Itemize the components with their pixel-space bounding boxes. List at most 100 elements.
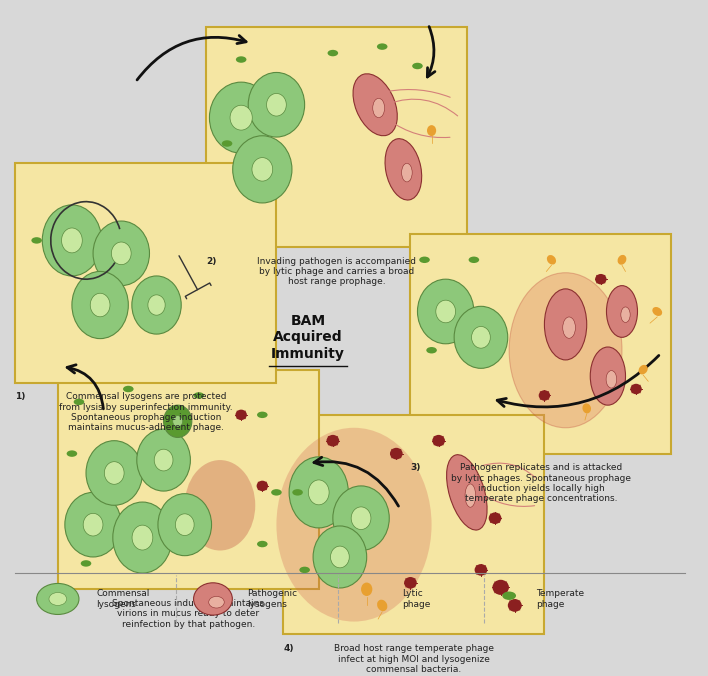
Text: Temperate
phage: Temperate phage — [536, 589, 584, 608]
Ellipse shape — [630, 384, 641, 394]
Ellipse shape — [222, 141, 232, 147]
Ellipse shape — [137, 429, 190, 491]
Ellipse shape — [390, 448, 403, 460]
Text: Lytic
phage: Lytic phage — [402, 589, 430, 608]
Ellipse shape — [257, 541, 268, 548]
Ellipse shape — [81, 560, 91, 566]
Ellipse shape — [257, 412, 268, 418]
Ellipse shape — [418, 279, 474, 344]
FancyBboxPatch shape — [283, 415, 544, 635]
Ellipse shape — [93, 221, 149, 286]
Text: Pathogen replicates and is attacked
by lytic phages. Spontaneous prophage
induct: Pathogen replicates and is attacked by l… — [451, 463, 631, 504]
Ellipse shape — [185, 460, 256, 550]
Ellipse shape — [489, 512, 501, 524]
Ellipse shape — [72, 272, 128, 339]
Ellipse shape — [385, 139, 422, 200]
Ellipse shape — [67, 450, 77, 457]
Ellipse shape — [289, 457, 348, 528]
Ellipse shape — [351, 507, 371, 529]
Ellipse shape — [652, 307, 662, 316]
Ellipse shape — [404, 577, 417, 589]
Ellipse shape — [74, 399, 84, 405]
Ellipse shape — [37, 583, 79, 614]
Ellipse shape — [333, 486, 389, 550]
Ellipse shape — [210, 82, 273, 153]
Ellipse shape — [276, 428, 432, 621]
Ellipse shape — [31, 237, 42, 243]
Ellipse shape — [249, 72, 304, 137]
Ellipse shape — [123, 386, 134, 392]
Ellipse shape — [132, 276, 181, 334]
Ellipse shape — [331, 546, 349, 568]
Ellipse shape — [547, 255, 556, 264]
Ellipse shape — [493, 580, 509, 595]
Text: BAM
Acquired
Immunity: BAM Acquired Immunity — [271, 314, 345, 360]
Ellipse shape — [595, 274, 607, 285]
Ellipse shape — [62, 228, 82, 253]
Ellipse shape — [353, 74, 397, 136]
Ellipse shape — [65, 492, 121, 557]
Ellipse shape — [502, 592, 516, 600]
Ellipse shape — [617, 255, 627, 265]
Text: 1): 1) — [16, 392, 26, 402]
Ellipse shape — [113, 502, 172, 573]
Ellipse shape — [539, 390, 550, 401]
Ellipse shape — [154, 450, 173, 471]
Ellipse shape — [256, 481, 268, 491]
Ellipse shape — [148, 295, 165, 315]
Ellipse shape — [158, 493, 212, 556]
FancyBboxPatch shape — [411, 234, 671, 454]
Ellipse shape — [271, 489, 282, 496]
Ellipse shape — [252, 158, 273, 181]
Ellipse shape — [236, 410, 247, 420]
Ellipse shape — [86, 441, 142, 505]
Text: Broad host range temperate phage
infect at high MOI and lysogenize
commensal bac: Broad host range temperate phage infect … — [334, 644, 494, 674]
Ellipse shape — [433, 435, 445, 447]
Ellipse shape — [639, 365, 648, 375]
Ellipse shape — [590, 347, 625, 405]
Text: 3): 3) — [411, 463, 421, 473]
Ellipse shape — [563, 317, 576, 338]
Ellipse shape — [236, 56, 246, 63]
Text: Spontaneous induction maintains
virions in mucus ready to deter
reinfection by t: Spontaneous induction maintains virions … — [113, 599, 264, 629]
Ellipse shape — [447, 455, 487, 530]
Ellipse shape — [299, 566, 310, 573]
Ellipse shape — [472, 327, 491, 348]
Ellipse shape — [90, 293, 110, 317]
Ellipse shape — [173, 416, 183, 427]
Ellipse shape — [508, 599, 522, 612]
Ellipse shape — [193, 392, 204, 399]
Ellipse shape — [111, 242, 131, 264]
Ellipse shape — [377, 600, 387, 611]
Ellipse shape — [401, 164, 412, 182]
Text: 5): 5) — [58, 599, 68, 608]
Ellipse shape — [377, 43, 387, 50]
Text: Commensal
lysogens: Commensal lysogens — [96, 589, 150, 608]
FancyBboxPatch shape — [58, 370, 319, 589]
Ellipse shape — [607, 286, 637, 337]
Text: Invading pathogen is accompanied
by lytic phage and carries a broad
host range p: Invading pathogen is accompanied by lyti… — [257, 257, 416, 287]
Text: 2): 2) — [206, 257, 216, 266]
Ellipse shape — [372, 98, 384, 118]
Ellipse shape — [606, 370, 617, 388]
Ellipse shape — [132, 525, 153, 550]
Text: Commensal lysogens are protected
from lysis by superinfection immunity.
Spontane: Commensal lysogens are protected from ly… — [59, 392, 233, 433]
Ellipse shape — [621, 307, 630, 322]
Ellipse shape — [292, 489, 303, 496]
Ellipse shape — [465, 484, 476, 507]
Ellipse shape — [544, 289, 587, 360]
Ellipse shape — [164, 405, 192, 437]
Ellipse shape — [230, 105, 252, 130]
Ellipse shape — [427, 125, 436, 136]
FancyBboxPatch shape — [16, 163, 276, 383]
Ellipse shape — [84, 513, 103, 536]
Ellipse shape — [176, 514, 194, 535]
Ellipse shape — [583, 404, 591, 414]
Ellipse shape — [419, 257, 430, 263]
Ellipse shape — [436, 300, 455, 322]
Ellipse shape — [469, 257, 479, 263]
Ellipse shape — [326, 435, 339, 447]
Ellipse shape — [209, 596, 224, 608]
Text: 4): 4) — [283, 644, 294, 653]
Ellipse shape — [328, 50, 338, 56]
